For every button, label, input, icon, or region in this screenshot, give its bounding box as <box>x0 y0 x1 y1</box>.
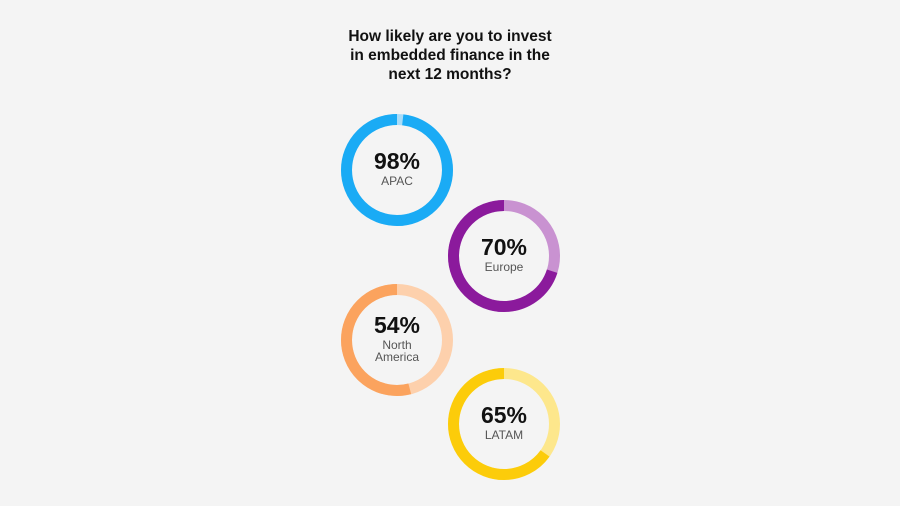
donut-category-label: North <box>382 338 411 352</box>
donut-value-arc <box>448 368 560 480</box>
donut-category-label: America <box>375 350 419 364</box>
donut-value-arc <box>448 200 560 312</box>
chart-title-line: in embedded finance in the <box>350 47 550 64</box>
donut-value-label: 54% <box>374 312 420 338</box>
donut-category-label: APAC <box>381 174 413 188</box>
donut-value-arc <box>341 114 453 226</box>
chart-title-line: How likely are you to invest <box>348 28 552 45</box>
chart-title: How likely are you to invest in embedded… <box>300 27 600 84</box>
donut-category-label: LATAM <box>485 428 523 442</box>
donut-europe: 70%Europe <box>448 200 560 312</box>
donut-value-arc <box>341 284 453 396</box>
donut-latam: 65%LATAM <box>448 368 560 480</box>
chart-title-line: next 12 months? <box>388 66 512 83</box>
donut-value-label: 65% <box>481 402 527 428</box>
donut-value-label: 98% <box>374 148 420 174</box>
donut-apac: 98%APAC <box>341 114 453 226</box>
donut-category-label: Europe <box>485 260 524 274</box>
donut-value-label: 70% <box>481 234 527 260</box>
